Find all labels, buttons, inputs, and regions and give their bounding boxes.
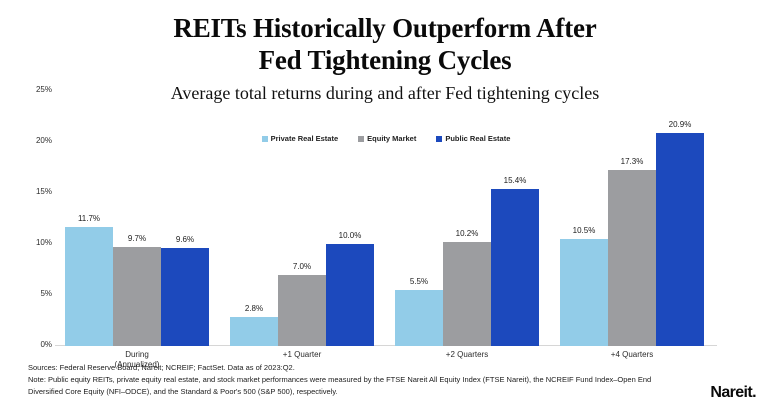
nareit-logo-text: Nareit xyxy=(710,384,753,401)
y-tick-label: 10% xyxy=(35,238,52,247)
x-axis-category-line: (Annualized) xyxy=(114,360,160,369)
bar-column: 2.8% xyxy=(230,304,278,346)
bar xyxy=(395,289,443,346)
bar xyxy=(443,241,491,346)
chart-title-line2: Fed Tightening Cycles xyxy=(258,45,512,75)
bar xyxy=(161,248,209,346)
chart-title-line1: REITs Historically Outperform After xyxy=(173,13,597,43)
bar-value-label: 9.7% xyxy=(127,234,147,244)
bar-value-label: 10.2% xyxy=(455,228,479,238)
bar xyxy=(65,226,113,346)
x-axis-category-label: During (Annualized) xyxy=(65,350,209,370)
bar-group: 10.5% 17.3% 20.9% xyxy=(560,120,704,346)
bar xyxy=(656,132,704,346)
bar-group: 5.5% 10.2% 15.4% xyxy=(395,176,539,346)
chart-title: REITs Historically Outperform After Fed … xyxy=(0,12,770,76)
legend-item: Private Real Estate xyxy=(261,134,339,143)
bar-column: 9.6% xyxy=(161,235,209,346)
legend-label: Private Real Estate xyxy=(270,134,339,143)
bar-column: 9.7% xyxy=(113,234,161,346)
bar-value-label: 7.0% xyxy=(292,261,312,271)
bar-value-label: 9.6% xyxy=(175,235,195,245)
bar-column: 10.5% xyxy=(560,226,608,346)
legend-label: Public Real Estate xyxy=(445,134,511,143)
bar-value-label: 11.7% xyxy=(77,213,101,223)
y-tick-label: 25% xyxy=(35,85,52,94)
bar-value-label: 20.9% xyxy=(668,119,692,129)
bar-value-label: 15.4% xyxy=(503,175,527,185)
x-axis-category-line: +4 Quarters xyxy=(610,350,654,359)
legend-item: Public Real Estate xyxy=(436,134,510,143)
bar-column: 10.0% xyxy=(326,231,374,346)
nareit-logo-dot: . xyxy=(752,384,756,401)
note-line-2: Diversified Core Equity (NFI–ODCE), and … xyxy=(28,386,338,396)
bar-column: 20.9% xyxy=(656,120,704,346)
x-axis-category-label: +4 Quarters xyxy=(560,350,704,360)
bar xyxy=(326,244,374,346)
source-note: Sources: Federal Reserve Board; Nareit; … xyxy=(28,362,652,397)
x-axis-category-label: +1 Quarter xyxy=(230,350,374,360)
y-tick-label: 15% xyxy=(35,187,52,196)
y-tick-label: 20% xyxy=(35,136,52,145)
plot-region: 11.7% 9.7% 9.6% 2.8% 7.0% 10.0% 5.5% 10.2% 15.4%… xyxy=(55,90,717,346)
bar-column: 15.4% xyxy=(491,176,539,346)
y-tick-label: 0% xyxy=(40,340,52,349)
chart-subtitle: Average total returns during and after F… xyxy=(170,83,600,103)
bar-column: 17.3% xyxy=(608,157,656,346)
bar-value-label: 2.8% xyxy=(244,304,264,314)
y-tick-label: 5% xyxy=(40,289,52,298)
legend-item: Equity Market xyxy=(358,134,416,143)
legend-label: Equity Market xyxy=(367,134,417,143)
nareit-logo: Nareit. xyxy=(710,384,756,402)
x-axis-category-label: +2 Quarters xyxy=(395,350,539,360)
bar xyxy=(113,247,161,346)
bar-value-label: 10.5% xyxy=(572,225,596,235)
bar-group: 2.8% 7.0% 10.0% xyxy=(230,231,374,346)
legend-swatch xyxy=(358,135,365,142)
bar xyxy=(608,169,656,346)
chart-legend: Private Real Estate Equity Market Public R… xyxy=(55,134,717,143)
bar-column: 11.7% xyxy=(65,214,113,346)
legend-swatch xyxy=(261,135,268,142)
bar-column: 10.2% xyxy=(443,229,491,346)
chart-area: 0% 5% 10% 15% 20% 25% Private Real Estate Equi… xyxy=(0,85,770,390)
bar xyxy=(491,188,539,346)
bar xyxy=(230,317,278,346)
bar-column: 5.5% xyxy=(395,277,443,346)
legend-swatch xyxy=(436,135,443,142)
bar xyxy=(560,238,608,346)
x-axis-line xyxy=(55,345,717,346)
bar-group: 11.7% 9.7% 9.6% xyxy=(65,214,209,346)
x-axis-category-line: +2 Quarters xyxy=(445,350,489,359)
note-line-1: Note: Public equity REITs, private equit… xyxy=(28,374,652,384)
x-axis-category-line: +1 Quarter xyxy=(282,350,322,359)
source-line: Sources: Federal Reserve Board; Nareit; … xyxy=(28,363,295,372)
bar xyxy=(278,274,326,346)
bar-value-label: 10.0% xyxy=(338,231,362,240)
x-axis-category-line: During xyxy=(125,350,149,359)
bar-value-label: 5.5% xyxy=(409,276,429,286)
bar-column: 7.0% xyxy=(278,262,326,346)
bar-value-label: 17.3% xyxy=(620,156,644,166)
